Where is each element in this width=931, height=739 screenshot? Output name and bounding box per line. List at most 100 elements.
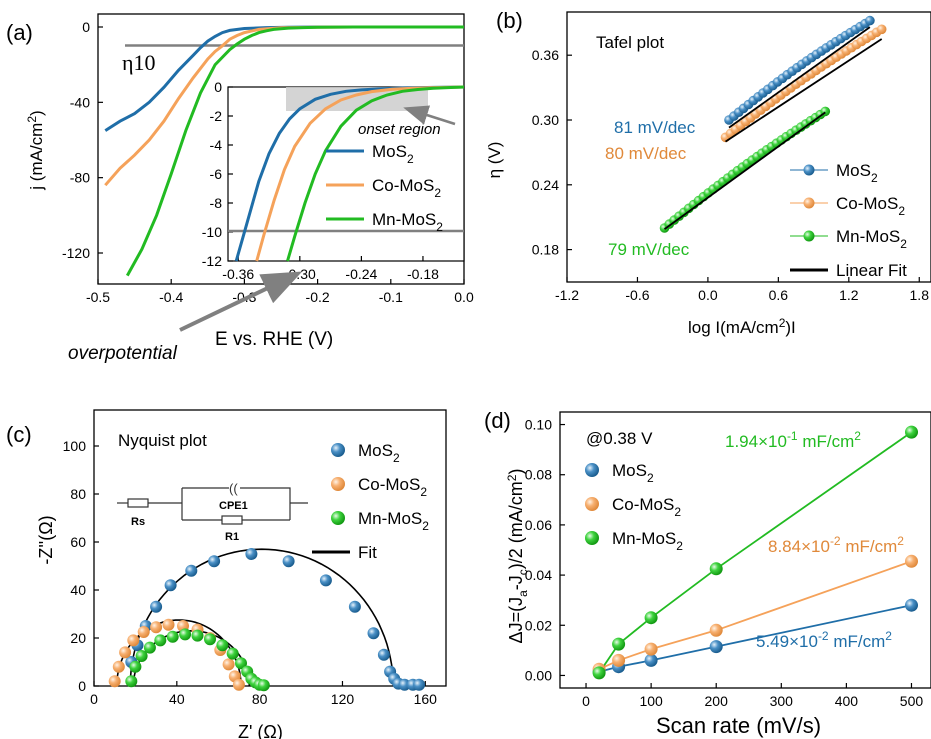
slope-label-mn-mos2: 79 mV/dec — [608, 240, 690, 259]
capacitance-label-mn-mos2: 1.94×10-1 mF/cm2 — [725, 429, 861, 451]
tafel-legend-mos2-label: MoS2 — [836, 161, 878, 185]
panel-c-x-tick-label: 80 — [252, 691, 268, 707]
panel-c-x-tick-label: 160 — [414, 691, 438, 707]
eta10-label: η10 — [122, 50, 156, 75]
panel-b-x-tick-label: 0.0 — [698, 287, 718, 303]
panel-d-xticks: 0 100 200 300 400 500 — [582, 683, 923, 709]
panel-c-points — [108, 548, 426, 692]
panel-a: (a) -0.5-0.4-0.3-0.2-0.10.0 0-40-80-120 … — [6, 13, 474, 364]
nyquist-point-mn-mos2 — [235, 657, 247, 670]
panel-b-xlabel-end: )I — [785, 318, 795, 337]
inset-x-tick-label: -0.18 — [407, 266, 439, 282]
circuit-rs-label: Rs — [131, 516, 145, 528]
cdl-point-mn-mos2 — [709, 562, 723, 576]
panel-a-ylabel-end: ) — [27, 110, 46, 116]
panel-b-y-tick-label: 0.36 — [532, 47, 559, 63]
nyquist-legend-mos2-swatch — [331, 443, 345, 457]
panel-d-xlabel: Scan rate (mV/s) — [656, 713, 821, 738]
circuit-wire — [240, 487, 291, 520]
panel-c-y-tick-label: 40 — [70, 582, 86, 598]
cdl-legend-co-mos2-swatch — [585, 497, 599, 511]
nyquist-point-mos2 — [164, 579, 177, 592]
panel-b-xlabel: log I(mA/cm2)I — [688, 316, 796, 337]
panel-b-points — [659, 15, 887, 233]
tafel-legend-mn-mos2-label-sub: 2 — [900, 237, 907, 251]
tafel-title: Tafel plot — [596, 33, 664, 52]
nyquist-point-mos2 — [185, 564, 198, 577]
panel-b-y-tick-label: 0.30 — [532, 112, 559, 128]
inset-legend-co-mos2-label-sub: 2 — [434, 186, 441, 200]
cdl-point-co-mos2 — [905, 554, 918, 568]
panel-c-x-tick-label: 40 — [169, 691, 185, 707]
nyquist-legend-mn-mos2-swatch — [331, 511, 345, 525]
nyquist-point-co-mos2 — [222, 658, 235, 671]
nyquist-point-co-mos2 — [119, 646, 132, 659]
panel-a-x-tick-label: 0.0 — [454, 289, 474, 305]
equivalent-circuit: (( Rs CPE1 R1 — [117, 481, 308, 543]
panel-b-x-tick-label: 1.8 — [910, 287, 930, 303]
inset-y-tick-label: -4 — [210, 137, 223, 153]
slope-label-mos2: 81 mV/dec — [614, 118, 696, 137]
panel-c-xlabel: Z' (Ω) — [238, 722, 283, 739]
inset-y-tick-label: 0 — [214, 79, 222, 95]
cdl-legend-mos2-swatch — [585, 463, 599, 477]
panel-a-y-tick-label: -80 — [70, 170, 90, 186]
cdl-legend-mos2-label-sub: 2 — [647, 471, 654, 485]
nyquist-point-mn-mos2 — [135, 650, 148, 662]
nyquist-title: Nyquist plot — [118, 431, 207, 450]
panel-d-y-tick-label: 0.08 — [525, 467, 552, 483]
nyquist-legend-fit-label: Fit — [358, 543, 377, 562]
inset-yticks: 0 -2 -4 -6 -8 -10 -12 — [202, 79, 233, 269]
cdl-legend-mn-mos2-label: Mn-MoS2 — [612, 529, 683, 553]
panel-c-xticks: 0 40 80 120 160 — [90, 681, 437, 707]
capacitance-label-mos2: 5.49×10-2 mF/cm2 — [756, 629, 892, 651]
nyquist-legend-co-mos2-label-sub: 2 — [420, 485, 427, 499]
nyquist-point-mos2 — [282, 555, 295, 568]
tafel-legend-fit-label: Linear Fit — [836, 261, 907, 280]
panel-d-legend: MoS2 Co-MoS2 Mn-MoS2 — [585, 461, 683, 553]
panel-a-xlabel: E vs. RHE (V) — [215, 329, 333, 350]
tafel-legend-co-mos2-label: Co-MoS2 — [836, 194, 905, 218]
panel-b-x-tick-label: -1.2 — [555, 287, 579, 303]
cdl-legend-mn-mos2-label-sub: 2 — [676, 539, 683, 553]
tafel-legend-co-mos2-label-sub: 2 — [898, 204, 905, 218]
nyquist-point-co-mos2 — [162, 618, 175, 631]
panel-c-y-tick-label: 80 — [70, 486, 86, 502]
nyquist-point-mn-mos2 — [179, 628, 192, 641]
panel-d: (d) 0 100 200 300 400 500 0.000.020.040.060.0… — [484, 408, 931, 738]
panel-c-legend: MoS2 Co-MoS2 Mn-MoS2 Fit — [312, 441, 429, 562]
panel-a-ylabel-sup: 2 — [25, 116, 39, 123]
inset-x-tick-label: -0.36 — [222, 266, 254, 282]
inset-curves — [234, 85, 465, 262]
cdl-legend-mn-mos2-swatch — [585, 531, 599, 545]
nyquist-legend-mn-mos2-label-sub: 2 — [422, 519, 429, 533]
inset-curve-co-mos2 — [255, 85, 465, 262]
panel-a-yticks: 0 -40 -80 -120 — [62, 19, 103, 261]
nyquist-point-mn-mos2 — [125, 675, 138, 688]
condition-label: @0.38 V — [586, 429, 653, 448]
panel-b-frame — [566, 11, 931, 283]
panel-d-x-tick-label: 500 — [900, 693, 924, 709]
onset-region-label: onset region — [358, 121, 441, 138]
panel-a-curves — [104, 25, 464, 277]
panel-d-frame — [559, 411, 931, 689]
panel-b-yticks: 0.18 0.24 0.30 0.36 — [532, 47, 572, 258]
overpotential-label: overpotential — [68, 343, 178, 364]
panel-b-xlabel-main: log I(mA/cm — [688, 318, 779, 337]
panel-d-x-tick-label: 100 — [639, 693, 663, 709]
panel-c-yticks: 0 20 40 60 80 100 — [63, 438, 99, 694]
tafel-legend-mos2-label-sub: 2 — [871, 171, 878, 185]
cdl-point-co-mos2 — [709, 623, 723, 637]
tafel-fit-line — [728, 26, 871, 129]
panel-c-x-tick-label: 120 — [331, 691, 355, 707]
nyquist-point-mn-mos2 — [204, 633, 216, 646]
nyquist-point-mos2 — [319, 574, 332, 587]
panel-a-ylabel-main: j (mA/cm — [27, 123, 46, 191]
nyquist-point-co-mos2 — [108, 675, 121, 688]
cdl-legend-mos2-label: MoS2 — [612, 461, 654, 485]
panel-a-label: (a) — [6, 20, 33, 45]
panel-b-ylabel: η (V) — [485, 142, 504, 179]
nyquist-point-mn-mos2 — [143, 641, 156, 654]
panel-d-points — [592, 425, 918, 680]
panel-c-y-tick-label: 100 — [63, 438, 87, 454]
